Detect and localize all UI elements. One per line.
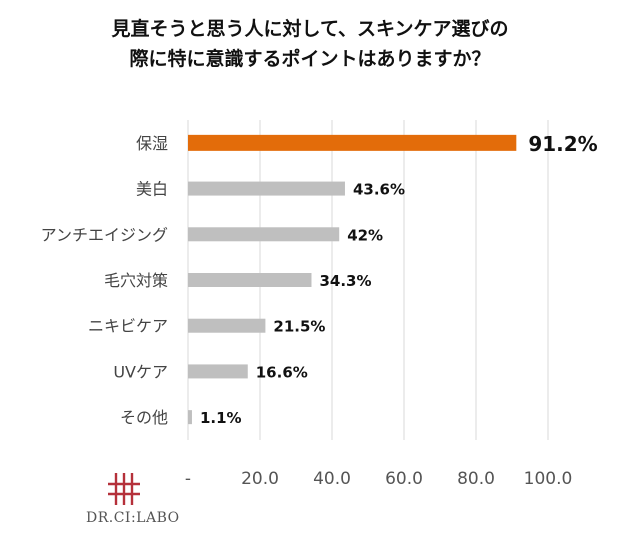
category-label: その他 [120, 408, 168, 427]
chart-title: 見直そうと思う人に対して、スキンケア選びの 際に特に意識するポイントはありますか… [0, 14, 620, 74]
data-label: 91.2% [528, 132, 597, 156]
x-tick-label: 40.0 [313, 469, 351, 489]
data-label: 34.3% [319, 272, 371, 290]
x-tick-label: 80.0 [457, 469, 495, 489]
bar [188, 318, 266, 333]
bar [188, 364, 248, 379]
data-label: 16.6% [256, 363, 308, 381]
data-label: 1.1% [200, 409, 242, 427]
chart-title-line-2: 際に特に意識するポイントはありますか？ [129, 48, 491, 70]
x-tick-label: 20.0 [241, 469, 279, 489]
bar [188, 134, 517, 151]
x-tick-label: - [185, 469, 191, 489]
data-label: 42% [347, 226, 383, 244]
x-tick-label: 100.0 [524, 469, 573, 489]
brand-logo: DR.CI:LABO [86, 470, 179, 534]
chart-title-line-1: 見直そうと思う人に対して、スキンケア選びの [111, 18, 509, 40]
category-label: 美白 [136, 180, 168, 199]
bar [188, 227, 340, 242]
category-label: ニキビケア [88, 317, 168, 336]
bar [188, 273, 312, 287]
bar [188, 410, 192, 425]
x-tick-label: 60.0 [385, 469, 423, 489]
data-label: 21.5% [273, 318, 325, 336]
brand-logo-mark [108, 473, 140, 505]
bar [188, 181, 345, 196]
data-label: 43.6% [353, 181, 405, 199]
category-label: アンチエイジング [41, 225, 168, 244]
category-label: 保湿 [136, 134, 168, 153]
category-label: 毛穴対策 [104, 271, 168, 290]
brand-logo-text: DR.CI:LABO [86, 510, 180, 526]
category-label: UVケア [113, 362, 168, 381]
